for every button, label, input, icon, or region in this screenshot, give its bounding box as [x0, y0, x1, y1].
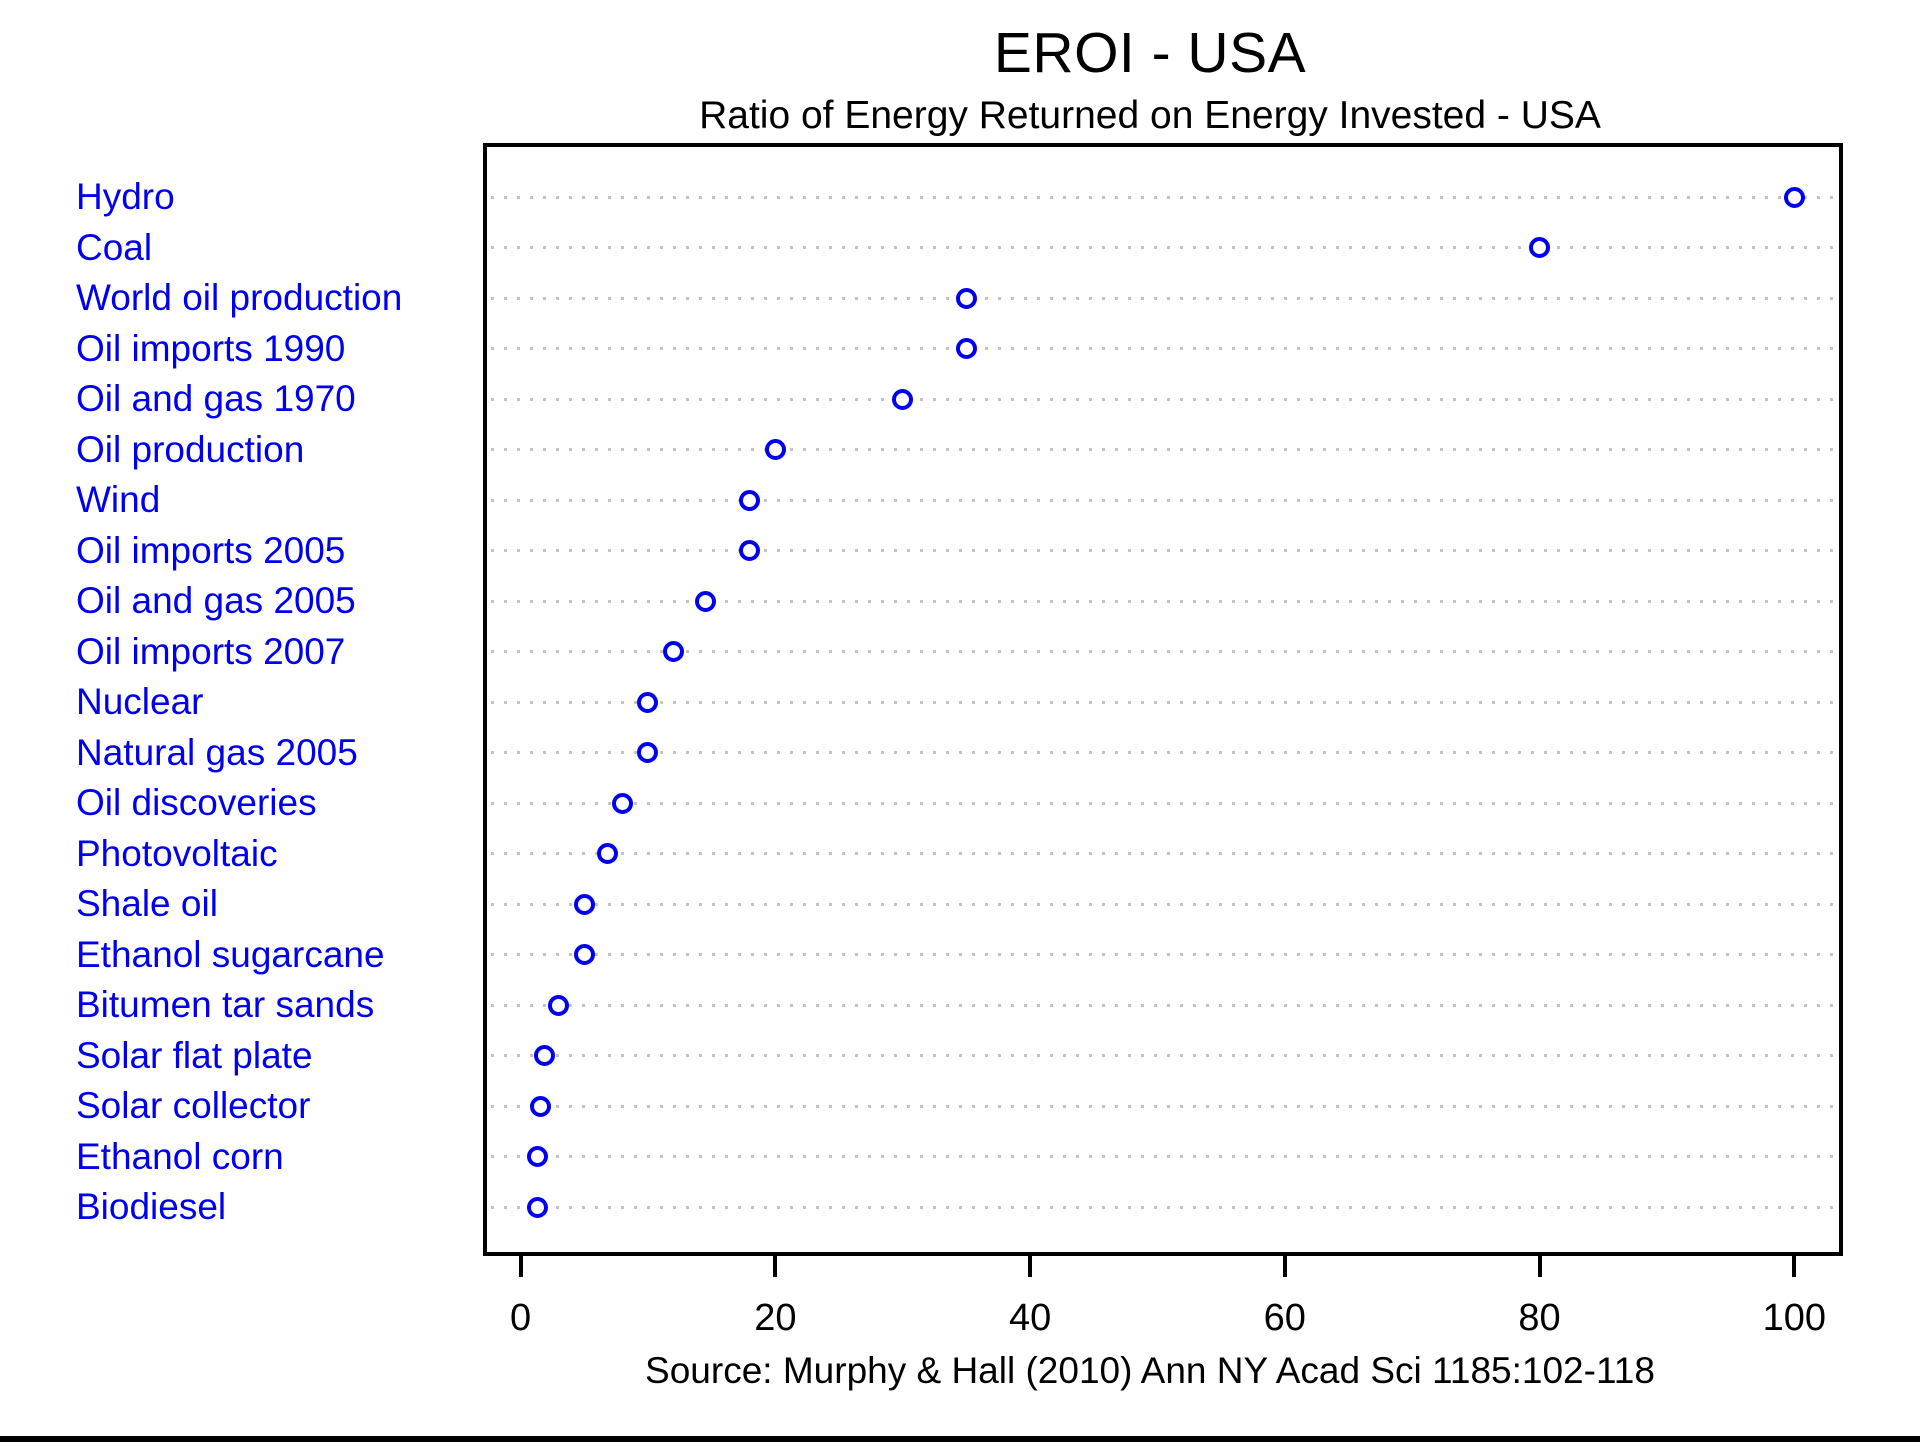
- category-label: Bitumen tar sands: [76, 984, 375, 1025]
- category-label: Oil and gas 2005: [76, 580, 356, 621]
- window-bottom-border: [0, 1436, 1920, 1442]
- x-tick-label: 0: [510, 1297, 532, 1339]
- x-axis-tick: [1537, 1256, 1542, 1277]
- gridline: [491, 195, 1835, 199]
- category-label: Coal: [76, 226, 153, 268]
- x-tick-label: 40: [1008, 1297, 1052, 1339]
- x-tick-label: 100: [1762, 1297, 1826, 1339]
- gridline: [491, 852, 1835, 855]
- data-point-marker: [573, 893, 595, 915]
- data-point-marker: [1783, 186, 1805, 208]
- data-point-marker: [530, 1095, 552, 1117]
- x-axis-tick: [1028, 1256, 1033, 1277]
- x-tick-label: 60: [1263, 1297, 1306, 1339]
- data-point-marker: [694, 590, 716, 612]
- gridline: [491, 448, 1835, 451]
- gridline: [491, 498, 1835, 502]
- data-point-marker: [611, 792, 633, 814]
- category-label: Oil imports 2005: [76, 529, 346, 571]
- category-label: Solar flat plate: [76, 1034, 313, 1076]
- gridline: [491, 650, 1835, 653]
- category-label: Ethanol corn: [76, 1135, 284, 1177]
- gridline: [491, 751, 1835, 754]
- data-point-marker: [662, 641, 684, 662]
- data-point-marker: [1529, 237, 1551, 258]
- source-caption: Source: Murphy & Hall (2010) Ann NY Acad…: [645, 1350, 1655, 1391]
- gridline: [491, 953, 1835, 956]
- category-label: Oil imports 1990: [76, 327, 346, 369]
- gridline: [491, 246, 1835, 249]
- category-label: Wind: [76, 479, 161, 520]
- data-point-marker: [764, 439, 786, 460]
- category-label: Photovoltaic: [76, 832, 278, 874]
- gridline: [491, 1054, 1835, 1057]
- category-label: Ethanol sugarcane: [76, 933, 385, 975]
- gridline: [491, 801, 1835, 805]
- data-point-marker: [739, 540, 761, 561]
- gridline: [491, 599, 1835, 603]
- data-point-marker: [637, 742, 659, 763]
- category-label: Hydro: [76, 176, 175, 217]
- gridline: [491, 296, 1835, 300]
- gridline: [491, 902, 1835, 906]
- category-label: Oil production: [76, 428, 305, 470]
- category-label: Natural gas 2005: [76, 731, 358, 773]
- data-point-marker: [526, 1146, 548, 1167]
- x-axis-tick: [1792, 1256, 1797, 1277]
- data-point-marker: [596, 843, 618, 864]
- category-label: Biodiesel: [76, 1186, 227, 1227]
- gridline: [491, 347, 1835, 350]
- gridline: [491, 397, 1835, 401]
- data-point-marker: [548, 994, 570, 1016]
- data-point-marker: [534, 1045, 556, 1066]
- data-point-marker: [955, 287, 977, 309]
- gridline: [491, 700, 1835, 704]
- data-point-marker: [739, 489, 761, 511]
- x-tick-label: 80: [1518, 1297, 1561, 1339]
- chart-title: EROI - USA: [993, 21, 1307, 85]
- data-point-marker: [526, 1196, 548, 1218]
- gridline: [491, 1155, 1835, 1158]
- chart-subtitle: Ratio of Energy Returned on Energy Inves…: [699, 94, 1601, 137]
- x-axis-tick: [1282, 1256, 1287, 1277]
- category-label: Shale oil: [76, 883, 218, 924]
- category-label: Solar collector: [76, 1085, 311, 1126]
- gridline: [491, 1003, 1835, 1007]
- x-axis-tick: [518, 1256, 523, 1277]
- data-point-marker: [637, 691, 659, 713]
- data-point-marker: [573, 944, 595, 965]
- x-tick-label: 20: [754, 1297, 797, 1339]
- category-label: Nuclear: [76, 681, 204, 722]
- category-label: Oil and gas 1970: [76, 378, 356, 419]
- category-label: Oil discoveries: [76, 782, 317, 823]
- data-point-marker: [955, 338, 977, 359]
- gridline: [491, 549, 1835, 552]
- gridline: [491, 1205, 1835, 1209]
- category-label: Oil imports 2007: [76, 630, 346, 672]
- data-point-marker: [892, 388, 914, 410]
- plot-area: [483, 143, 1843, 1256]
- gridline: [491, 1104, 1835, 1108]
- x-axis-tick: [773, 1256, 778, 1277]
- category-label: World oil production: [76, 277, 403, 318]
